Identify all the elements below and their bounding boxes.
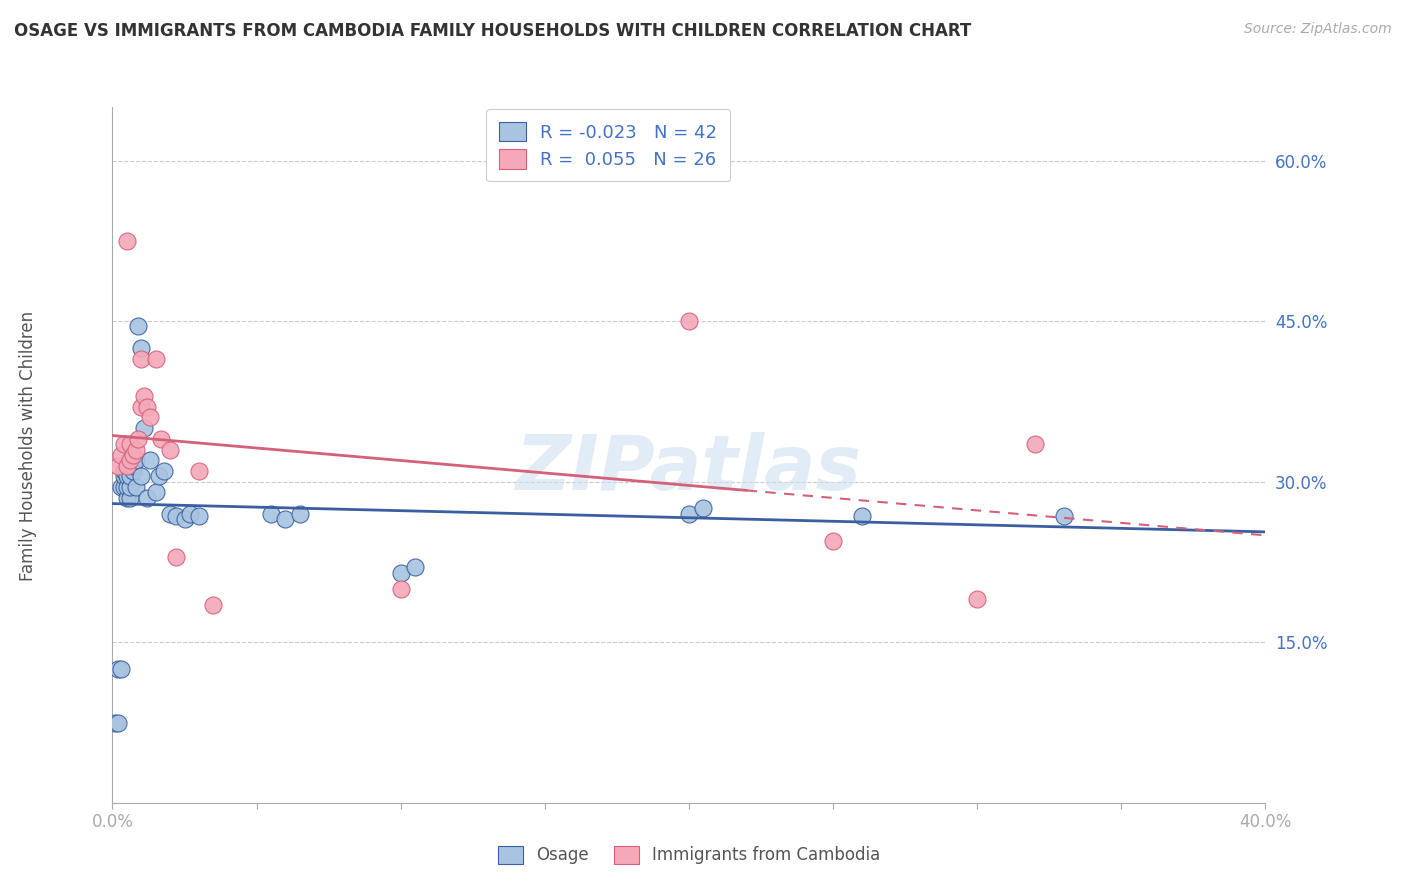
Point — [124, 480, 146, 494]
Point — [115, 458, 138, 473]
Point — [389, 582, 412, 596]
Point — [107, 662, 129, 676]
Point — [112, 469, 135, 483]
Point — [288, 507, 311, 521]
Point — [110, 662, 132, 676]
Point — [678, 314, 700, 328]
Point — [127, 432, 149, 446]
Point — [153, 464, 176, 478]
Point — [134, 421, 156, 435]
Point — [678, 507, 700, 521]
Point — [1052, 508, 1074, 523]
Point — [129, 341, 153, 355]
Point — [389, 566, 412, 580]
Point — [118, 469, 141, 483]
Point — [121, 448, 143, 462]
Point — [1024, 437, 1046, 451]
Point — [188, 508, 211, 523]
Point — [173, 512, 195, 526]
Point — [148, 469, 170, 483]
Point — [127, 319, 149, 334]
Point — [124, 442, 146, 457]
Point — [134, 389, 156, 403]
Point — [136, 400, 159, 414]
Point — [104, 715, 127, 730]
Point — [139, 410, 162, 425]
Point — [821, 533, 844, 548]
Point — [115, 469, 138, 483]
Point — [159, 507, 181, 521]
Point — [129, 400, 153, 414]
Point — [115, 480, 138, 494]
Point — [159, 442, 181, 457]
Point — [139, 453, 162, 467]
Point — [851, 508, 873, 523]
Point — [107, 458, 129, 473]
Point — [110, 480, 132, 494]
Text: ZIPatlas: ZIPatlas — [516, 432, 862, 506]
Point — [202, 598, 225, 612]
Point — [188, 464, 211, 478]
Point — [118, 453, 141, 467]
Point — [107, 715, 129, 730]
Point — [129, 351, 153, 366]
Text: Source: ZipAtlas.com: Source: ZipAtlas.com — [1244, 22, 1392, 37]
Point — [112, 437, 135, 451]
Point — [129, 469, 153, 483]
Point — [179, 507, 201, 521]
Point — [118, 437, 141, 451]
Point — [165, 549, 187, 564]
Point — [274, 512, 297, 526]
Point — [260, 507, 283, 521]
Point — [165, 508, 187, 523]
Point — [115, 491, 138, 505]
Point — [115, 234, 138, 248]
Point — [110, 448, 132, 462]
Text: Family Households with Children: Family Households with Children — [20, 311, 37, 581]
Point — [115, 458, 138, 473]
Point — [124, 453, 146, 467]
Legend: Osage, Immigrants from Cambodia: Osage, Immigrants from Cambodia — [491, 839, 887, 871]
Point — [145, 485, 167, 500]
Point — [966, 592, 988, 607]
Point — [692, 501, 714, 516]
Point — [118, 491, 141, 505]
Point — [121, 458, 143, 473]
Text: OSAGE VS IMMIGRANTS FROM CAMBODIA FAMILY HOUSEHOLDS WITH CHILDREN CORRELATION CH: OSAGE VS IMMIGRANTS FROM CAMBODIA FAMILY… — [14, 22, 972, 40]
Point — [145, 351, 167, 366]
Point — [118, 480, 141, 494]
Point — [112, 480, 135, 494]
Point — [121, 464, 143, 478]
Point — [136, 491, 159, 505]
Point — [112, 464, 135, 478]
Point — [404, 560, 426, 574]
Point — [150, 432, 173, 446]
